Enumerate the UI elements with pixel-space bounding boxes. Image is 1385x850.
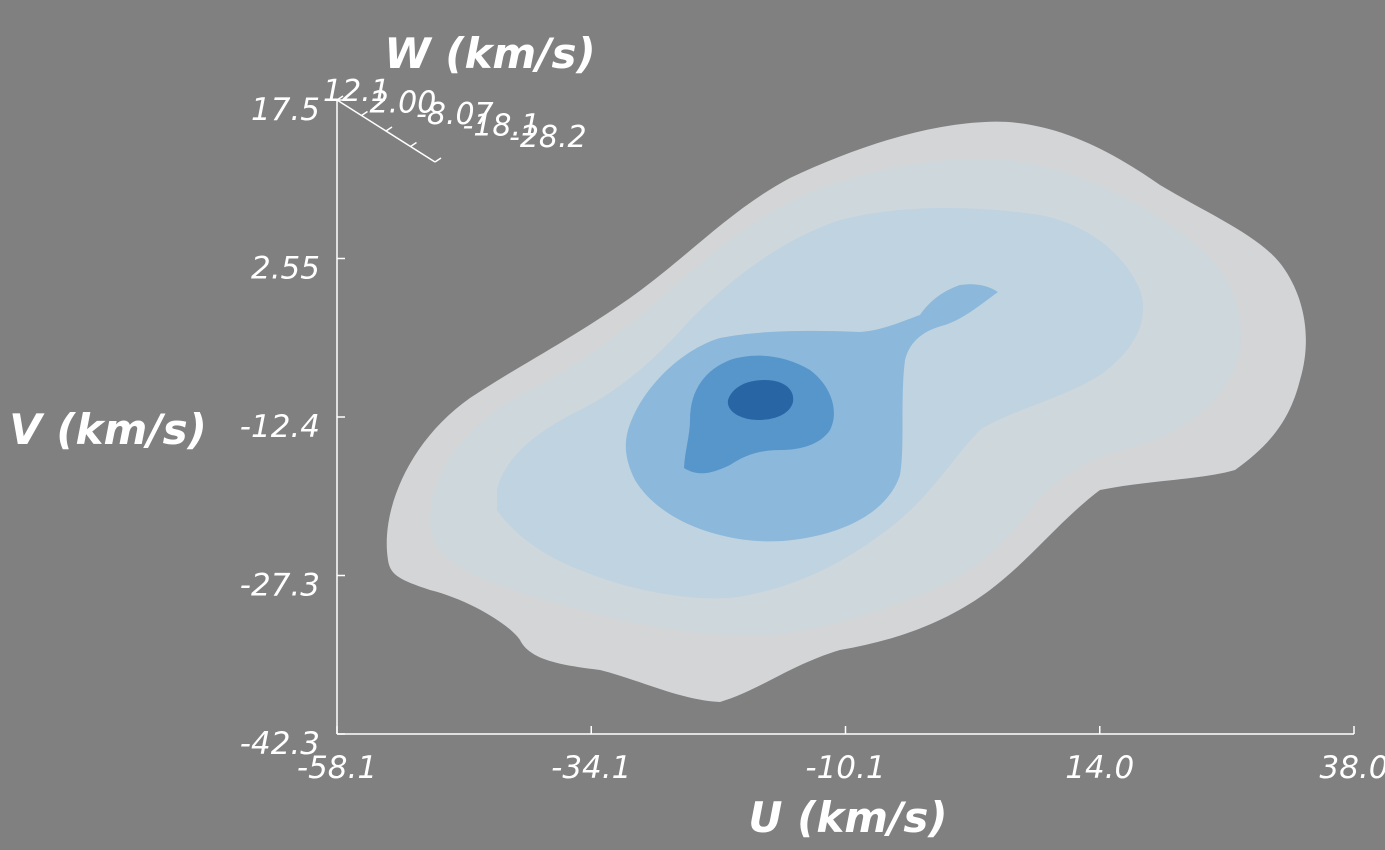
u-tick-label: 14.0 xyxy=(1065,750,1134,786)
w-tick-mark xyxy=(434,157,442,163)
w-tick-group: 12.12.00-8.07-18.1-28.2 xyxy=(323,74,587,163)
v-tick-label: -27.3 xyxy=(240,568,320,604)
w-tick-mark xyxy=(385,126,393,132)
v-axis-title: V (km/s) xyxy=(9,405,207,454)
u-tick-label: 38.0 xyxy=(1319,750,1385,786)
isosurface-group xyxy=(386,121,1306,703)
u-tick-label: -58.1 xyxy=(297,750,377,786)
v-tick-label: -42.3 xyxy=(240,726,320,762)
v-tick-group: -42.3 -27.3 -12.4 2.55 17.5 xyxy=(240,92,345,762)
u-tick-label: -34.1 xyxy=(551,750,631,786)
w-tick-label: -18.1 xyxy=(463,109,541,144)
u-tick-label: -10.1 xyxy=(805,750,885,786)
v-tick-label: -12.4 xyxy=(240,409,320,445)
w-tick-label: 2.00 xyxy=(370,86,437,121)
w-tick-mark xyxy=(336,95,344,101)
isosurface-inner xyxy=(727,380,794,420)
w-tick-label: -8.07 xyxy=(416,97,494,132)
v-tick-label: 2.55 xyxy=(251,251,320,287)
w-tick-label: 12.1 xyxy=(323,74,390,109)
w-tick-mark xyxy=(410,141,417,148)
u-tick-group: -58.1 -34.1 -10.1 14.0 38.0 xyxy=(297,726,1385,786)
w-tick-mark xyxy=(361,110,368,117)
u-axis-title: U (km/s) xyxy=(748,793,947,842)
w-tick-label: -28.2 xyxy=(509,120,587,155)
v-tick-label: 17.5 xyxy=(251,92,320,128)
w-axis-title: W (km/s) xyxy=(384,29,595,78)
